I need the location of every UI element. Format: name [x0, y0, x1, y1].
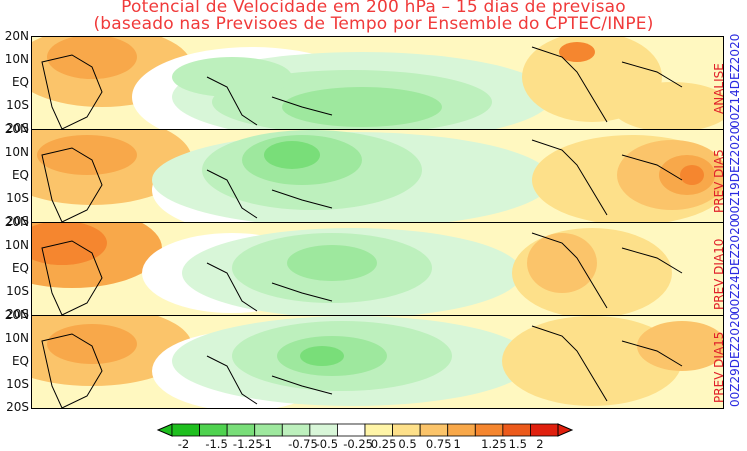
colorbar-swatch — [530, 423, 559, 437]
panel-side-labels-4: PREV DIA15 00Z29DEZ2020 — [712, 313, 742, 407]
latitude-label: 10S — [6, 284, 29, 298]
map-field-dia10 — [32, 223, 723, 315]
colorbar-swatch — [337, 423, 366, 437]
colorbar-swatch — [364, 423, 393, 437]
latitude-label: EQ — [11, 354, 29, 368]
latitude-label: 20S — [6, 307, 29, 321]
latitude-label: 10N — [4, 331, 29, 345]
colorbar-tick-label: 2 — [536, 437, 544, 451]
colorbar-tick-label: -0.75 — [288, 437, 318, 451]
latitude-label: 10S — [6, 377, 29, 391]
latitude-label: 20N — [4, 308, 29, 322]
colorbar-swatch — [474, 423, 504, 437]
latitude-label: 10N — [4, 238, 29, 252]
map-field-dia15 — [32, 316, 723, 408]
panel-label: ANALISE — [712, 63, 726, 114]
colorbar-swatch — [502, 423, 531, 437]
map-panel-dia5 — [31, 129, 724, 223]
latitude-label: 20N — [4, 29, 29, 43]
colorbar-swatch — [309, 423, 338, 437]
panel-side-labels-3: PREV DIA10 00Z24DEZ2020 — [712, 220, 742, 314]
latitude-label: EQ — [11, 168, 29, 182]
colorbar-tick-label: 1.25 — [481, 437, 507, 451]
latitude-label: 10N — [4, 52, 29, 66]
colorbar-swatch — [254, 423, 283, 437]
panel-label: PREV DIA10 — [712, 238, 726, 310]
latitude-label: 20S — [6, 400, 29, 414]
colorbar-swatch — [171, 423, 200, 437]
latitude-label: 10S — [6, 98, 29, 112]
panel-side-labels-1: ANALISE 00Z14DEZ2020 — [712, 34, 742, 128]
colorbar-tick-label: 0.25 — [370, 437, 397, 451]
colorbar-tick-label: -1.25 — [232, 437, 263, 451]
colorbar-tick-label: -1 — [260, 437, 272, 451]
panel-side-labels-2: PREV DIA5 00Z19DEZ2020 — [712, 127, 742, 221]
panel-date: 00Z14DEZ2020 — [728, 33, 742, 128]
map-panel-dia15 — [31, 315, 724, 409]
panel-date: 00Z29DEZ2020 — [728, 312, 742, 407]
map-title-line2: (baseado nas Previsoes de Tempo por Ense… — [93, 14, 654, 34]
colorbar-swatch — [226, 423, 256, 437]
latitude-label: EQ — [11, 75, 29, 89]
colorbar-tick-label: -2 — [177, 437, 190, 451]
colorbar-tick-label: -0.5 — [315, 437, 339, 451]
latitude-label: 20N — [4, 215, 29, 229]
colorbar-tick-label: -1.5 — [205, 437, 228, 451]
latitude-label: 10S — [6, 191, 29, 205]
panel-label: PREV DIA5 — [712, 149, 726, 213]
colorbar-tick-label: -0.25 — [343, 437, 373, 451]
colorbar-tick-label: 0.5 — [398, 437, 417, 451]
panel-date: 00Z19DEZ2020 — [728, 126, 742, 221]
colorbar-tick-label: 1 — [453, 437, 461, 451]
colorbar-left-arrow — [156, 423, 173, 437]
colorbar-swatch — [199, 423, 228, 437]
map-field-analise — [32, 37, 723, 129]
colorbar-swatch — [419, 423, 449, 437]
latitude-label: EQ — [11, 261, 29, 275]
panel-date: 00Z24DEZ2020 — [728, 219, 742, 314]
colorbar-swatch — [281, 423, 311, 437]
colorbar-tick-label: 1.5 — [508, 437, 527, 451]
latitude-label: 20N — [4, 122, 29, 136]
map-field-dia5 — [32, 130, 723, 222]
colorbar-right-arrow — [557, 423, 574, 437]
colorbar-swatch — [392, 423, 421, 437]
map-panel-analise — [31, 36, 724, 130]
map-panel-dia10 — [31, 222, 724, 316]
colorbar-tick-label: 0.75 — [425, 437, 452, 451]
latitude-label: 20S — [6, 214, 29, 228]
panel-label: PREV DIA15 — [712, 331, 726, 403]
latitude-label: 10N — [4, 145, 29, 159]
colorbar-swatch — [447, 423, 476, 437]
map-title-line1: Potencial de Velocidade em 200 hPa – 15 … — [121, 0, 626, 17]
latitude-label: 20S — [6, 121, 29, 135]
